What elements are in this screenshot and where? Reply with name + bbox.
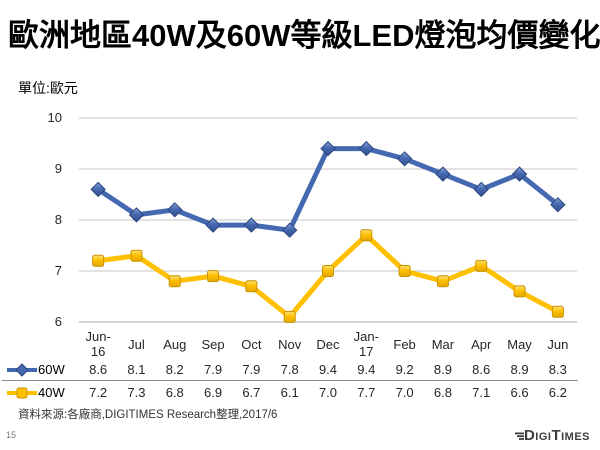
value-cell: 6.7	[242, 385, 261, 400]
x-axis-label: Dec	[316, 336, 340, 352]
marker-60W	[243, 217, 260, 233]
value-cell: 9.2	[395, 362, 414, 377]
marker-40W	[130, 249, 143, 262]
marker-40W	[475, 259, 488, 272]
value-cell: 6.8	[433, 385, 452, 400]
value-cell: 7.3	[127, 385, 146, 400]
x-axis: Jun- 16 Jul Aug Sep Oct Nov Dec Jan- 17 Feb Mar Ap…	[0, 325, 600, 363]
x-axis-label: Jul	[128, 336, 145, 352]
marker-40W	[398, 265, 411, 277]
legend-square-icon	[7, 387, 37, 399]
x-axis-label: May	[507, 336, 532, 352]
marker-60W	[396, 151, 413, 167]
marker-60W	[128, 207, 145, 223]
value-cell: 7.2	[89, 385, 108, 400]
price-line-chart: 10 9 8 7 6 Jun- 16 Jul Aug Sep Oct Nov Dec Jan- 17 F…	[0, 103, 600, 361]
table-row-60W: 60W 8.6 8.1 8.2 7.9 7.9 7.8 9.4 9.4 9.2 8.9 8.6 8.9 8…	[0, 360, 600, 380]
marker-40W	[436, 275, 449, 288]
legend-diamond-icon	[7, 363, 37, 377]
value-cell: 7.9	[204, 362, 223, 377]
x-axis-label: Aug	[163, 336, 187, 352]
source-note: 資料來源:各廠商,DIGITIMES Research整理,2017/6	[18, 409, 278, 421]
value-cell: 6.1	[280, 385, 299, 400]
value-cell: 8.6	[472, 362, 491, 377]
marker-40W	[245, 280, 258, 293]
marker-60W	[167, 202, 183, 218]
value-cell: 7.9	[242, 362, 261, 377]
marker-40W	[551, 305, 564, 318]
chart-title: 歐洲地區40W及60W等級LED燈泡均價變化	[8, 18, 600, 53]
digitimes-logo-text: DigiTimes	[523, 427, 590, 444]
value-cell: 9.4	[357, 362, 376, 377]
marker-60W	[90, 181, 106, 198]
value-cell: 7.8	[280, 362, 299, 377]
y-axis-label: 7	[54, 263, 62, 278]
value-cell: 7.0	[395, 385, 414, 400]
marker-60W	[435, 166, 451, 182]
plot-area	[79, 117, 577, 323]
table-divider	[2, 380, 578, 381]
marker-40W	[92, 254, 105, 267]
value-cell: 6.2	[548, 385, 567, 400]
series-name-40W: 40W	[38, 385, 65, 400]
table-row-40W: 40W 7.2 7.3 6.8 6.9 6.7 6.1 7.0 7.7 7.0 6.8 7.1 6.6 6…	[0, 383, 600, 403]
value-cell: 8.2	[165, 362, 184, 377]
value-cell: 8.6	[89, 362, 108, 377]
x-axis-label: Jun	[547, 336, 569, 352]
y-axis-label: 8	[54, 212, 62, 227]
marker-60W	[205, 217, 221, 233]
series-name-60W: 60W	[38, 362, 65, 377]
marker-60W	[473, 181, 489, 198]
page-number: 15	[6, 430, 17, 440]
y-axis-label: 10	[47, 110, 62, 125]
marker-60W	[511, 166, 528, 182]
value-cell: 8.9	[433, 362, 452, 377]
x-axis-label: Mar	[431, 336, 455, 352]
marker-60W	[320, 140, 336, 157]
digitimes-logo-speedlines	[514, 432, 524, 440]
value-cell: 7.1	[472, 385, 491, 400]
marker-40W	[207, 270, 220, 283]
x-axis-label: Sep	[201, 336, 225, 352]
value-cell: 8.9	[510, 362, 529, 377]
marker-60W	[550, 196, 566, 213]
x-axis-label: Feb	[393, 336, 416, 352]
x-axis-label: Oct	[241, 336, 262, 352]
x-axis-label: Jan- 17	[353, 329, 379, 359]
value-cell: 7.7	[357, 385, 376, 400]
value-cell: 7.0	[318, 385, 338, 400]
y-axis-label: 6	[54, 314, 62, 329]
value-cell: 8.3	[548, 362, 567, 377]
marker-60W	[358, 140, 375, 157]
value-cell: 6.8	[165, 385, 184, 400]
x-axis-label: Nov	[278, 336, 302, 352]
x-axis-label: Apr	[471, 336, 492, 352]
data-table: 60W 8.6 8.1 8.2 7.9 7.9 7.8 9.4 9.4 9.2 8.9 8.6 8.9 8…	[0, 358, 600, 406]
unit-label: 單位:歐元	[18, 80, 78, 96]
marker-40W	[513, 285, 526, 298]
value-cell: 8.1	[127, 362, 146, 377]
marker-60W	[281, 222, 298, 238]
x-axis-label: Jun- 16	[85, 329, 111, 359]
y-axis-label: 9	[54, 161, 62, 176]
marker-40W	[322, 265, 334, 277]
digitimes-logo: DigiTimes	[513, 427, 590, 444]
value-cell: 6.9	[204, 385, 223, 400]
marker-40W	[360, 229, 373, 242]
marker-40W	[283, 310, 296, 323]
value-cell: 6.6	[510, 385, 529, 400]
marker-40W	[168, 275, 181, 288]
value-cell: 9.4	[318, 362, 338, 377]
